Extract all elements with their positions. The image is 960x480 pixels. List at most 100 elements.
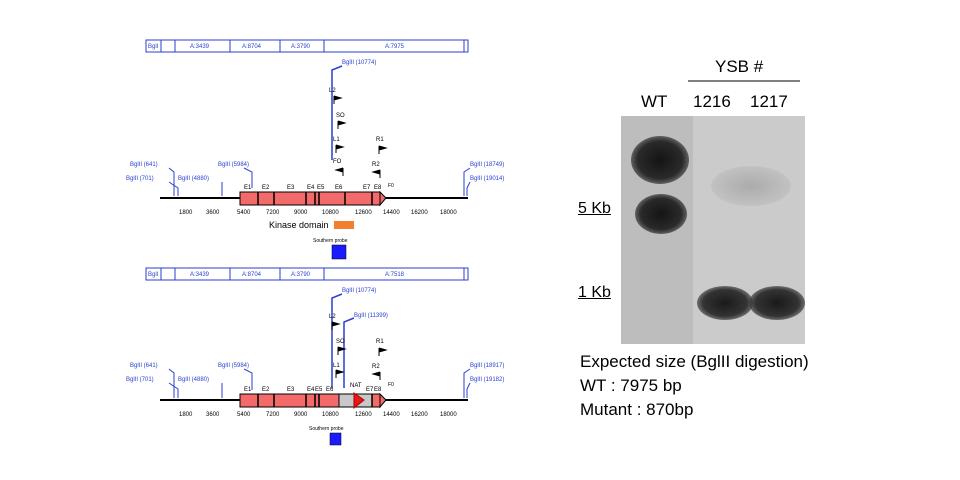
marker-5kb: 5 Kb (578, 200, 611, 217)
exon-label: E2 (262, 387, 270, 393)
segment-label: A:8704 (242, 272, 262, 278)
tick-label: 1800 (179, 412, 193, 418)
southern-probe-box (331, 244, 347, 260)
primer-label: L2 (329, 314, 336, 320)
marker-1kb: 1 Kb (578, 284, 611, 301)
exon-label: E5 (317, 185, 325, 191)
primer-label: F0 (388, 382, 394, 388)
site-label: BglII (5984) (218, 162, 249, 168)
ysb-group-label: YSB # (715, 57, 764, 76)
primer-label: R1 (376, 137, 384, 143)
kinase-domain-box (334, 221, 354, 229)
notes-wt: WT : 7975 bp (580, 376, 682, 395)
site-label: BglII (10774) (342, 60, 376, 66)
primer-label: SO (336, 113, 345, 119)
faint-smear (711, 166, 791, 206)
segment-label: BglI (148, 272, 159, 278)
wt-map: BglI A:3439 A:8704 A:3790 A:7975 BglII (… (126, 39, 504, 260)
site-label: BglII (4880) (178, 176, 209, 182)
segment-label: A:3439 (190, 272, 210, 278)
segment-label: A:3439 (190, 44, 210, 50)
tick-label: 14400 (383, 412, 400, 418)
kinase-domain-label: Kinase domain (269, 220, 329, 230)
site-label: BglII (11399) (354, 313, 388, 319)
primer-label: L2 (329, 88, 336, 94)
mutant-map: BglI A:3439 A:8704 A:3790 A:7518 BglII (… (126, 267, 504, 446)
site-label: BglII (10774) (342, 288, 376, 294)
tick-label: 18000 (440, 210, 457, 216)
site-label: BglII (5984) (218, 363, 249, 369)
exon-label: E8 (374, 387, 382, 393)
site-label: BglII (701) (126, 377, 154, 383)
primer-label: SO (336, 339, 345, 345)
exon-label: E2 (262, 185, 270, 191)
segment-label: BglI (148, 44, 159, 50)
exon-label: E7 (363, 185, 371, 191)
wt-band-upper (631, 136, 689, 184)
segment-label: A:3790 (291, 272, 311, 278)
tick-label: 18000 (440, 412, 457, 418)
mutant-1217-band (749, 286, 805, 320)
tick-label: 12600 (355, 412, 372, 418)
exon-label: E5 (315, 387, 323, 393)
site-label: BglII (18917) (470, 363, 504, 369)
tick-label: 9000 (294, 412, 308, 418)
segment-label: A:3790 (291, 44, 311, 50)
site-label: BglII (19182) (470, 377, 504, 383)
nat-label: NAT (350, 383, 362, 389)
site-label: BglII (19014) (470, 176, 504, 182)
site-label: BglII (18749) (470, 162, 504, 168)
tick-label: 9000 (294, 210, 308, 216)
exon-label: E7 (366, 387, 374, 393)
tick-label: 10800 (322, 210, 339, 216)
primer-label: R2 (372, 162, 380, 168)
exon-label: E1 (244, 387, 252, 393)
tick-label: 16200 (411, 210, 428, 216)
tick-label: 7200 (266, 412, 280, 418)
exon-label: E6 (335, 185, 343, 191)
tick-label: 3600 (206, 210, 220, 216)
wt-band-lower (635, 194, 687, 234)
notes-heading: Expected size (BglII digestion) (580, 352, 809, 371)
exon-label: E3 (287, 387, 295, 393)
exon-label: E1 (244, 185, 252, 191)
primer-label: R1 (376, 339, 384, 345)
mutant-1216-band (697, 286, 753, 320)
exon-label: E3 (287, 185, 295, 191)
lane-label-wt: WT (641, 92, 668, 111)
tick-label: 10800 (322, 412, 339, 418)
primer-label: L1 (333, 137, 340, 143)
tick-label: 12600 (355, 210, 372, 216)
segment-label: A:8704 (242, 44, 262, 50)
primer-label: R2 (372, 364, 380, 370)
site-label: BglII (641) (130, 363, 158, 369)
probe-label: Southern probe (313, 238, 348, 244)
site-label: BglII (641) (130, 162, 158, 168)
tick-label: 3600 (206, 412, 220, 418)
southern-blot-image (621, 116, 805, 344)
tick-label: 7200 (266, 210, 280, 216)
probe-label: Southern probe (309, 426, 344, 432)
tick-label: 14400 (383, 210, 400, 216)
exon-label: E6 (326, 387, 334, 393)
site-label: BglII (4880) (178, 377, 209, 383)
segment-label: A:7518 (385, 272, 405, 278)
primer-label: FO (333, 159, 342, 165)
tick-label: 5400 (237, 412, 251, 418)
exon-label: E4 (307, 387, 315, 393)
tick-label: 16200 (411, 412, 428, 418)
tick-label: 1800 (179, 210, 193, 216)
primer-label: L1 (333, 363, 340, 369)
exon-label: E4 (307, 185, 315, 191)
segment-label: A:7975 (385, 44, 405, 50)
lane-label-1217: 1217 (750, 92, 788, 111)
exon-label: E8 (374, 185, 382, 191)
expected-size-notes: Expected size (BglII digestion) WT : 797… (580, 350, 809, 422)
notes-mutant: Mutant : 870bp (580, 400, 694, 419)
southern-probe-box (329, 432, 342, 446)
primer-label: F0 (388, 183, 394, 189)
tick-label: 5400 (237, 210, 251, 216)
lane-label-1216: 1216 (693, 92, 731, 111)
site-label: BglII (701) (126, 176, 154, 182)
